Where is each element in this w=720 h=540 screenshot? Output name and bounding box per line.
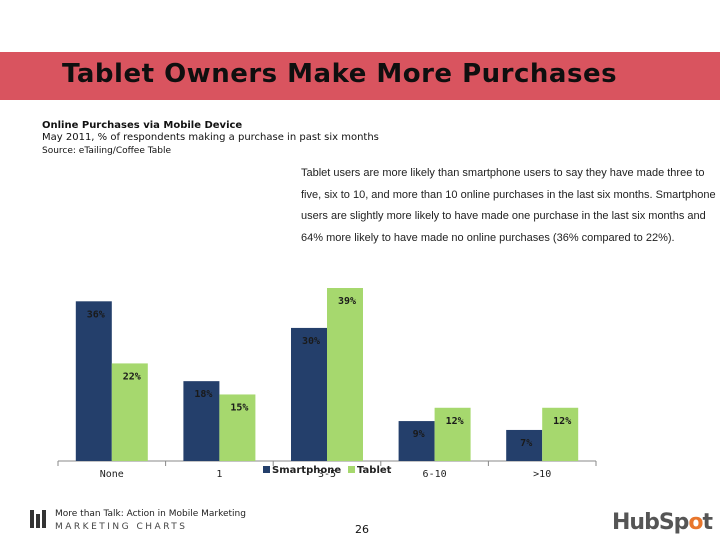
- data-label: 12%: [446, 416, 464, 427]
- chart-subtitle-2: May 2011, % of respondents making a purc…: [42, 132, 379, 143]
- data-label: 36%: [87, 309, 105, 320]
- hubspot-logo: HubSpot: [612, 510, 713, 535]
- data-label: 15%: [230, 402, 248, 413]
- category-label: >10: [533, 469, 551, 480]
- category-label: None: [100, 469, 124, 480]
- bar-smartphone-0: [75, 301, 112, 461]
- category-label: 1: [216, 469, 222, 480]
- data-label: 39%: [338, 296, 356, 307]
- footer-brand: MARKETING CHARTS: [55, 522, 188, 532]
- bar-smartphone-1: [183, 381, 220, 461]
- data-label: 18%: [194, 389, 212, 400]
- bar-tablet-1: [219, 394, 256, 461]
- bar-tablet-0: [111, 363, 148, 461]
- slide-title: Tablet Owners Make More Purchases: [62, 59, 618, 89]
- data-label: 12%: [553, 416, 571, 427]
- data-label: 22%: [123, 371, 141, 382]
- chart-subtitle: Online Purchases via Mobile Device: [42, 120, 243, 131]
- bar-smartphone-2: [291, 327, 327, 461]
- bar-tablet-3: [434, 407, 471, 461]
- bar-tablet-4: [542, 407, 579, 461]
- description-text: Tablet users are more likely than smartp…: [301, 167, 716, 244]
- marketing-charts-logo-icon: [30, 510, 50, 528]
- category-label: 3-5: [318, 469, 336, 480]
- page-number: 26: [355, 523, 369, 536]
- legend-swatch-smartphone: [263, 466, 270, 473]
- data-label: 9%: [413, 429, 425, 440]
- bar-smartphone-3: [398, 421, 435, 461]
- legend-swatch-tablet: [348, 466, 355, 473]
- footer-text: More than Talk: Action in Mobile Marketi…: [55, 509, 246, 519]
- category-label: 6-10: [423, 469, 447, 480]
- legend-label-smartphone: Smartphone: [272, 465, 341, 476]
- title-bar: [0, 52, 720, 100]
- data-label: 30%: [302, 336, 320, 347]
- legend-label-tablet: Tablet: [357, 465, 392, 476]
- data-label: 7%: [520, 438, 532, 449]
- bar-smartphone-4: [506, 429, 543, 461]
- bar-tablet-2: [327, 288, 363, 461]
- source-note: Source: eTailing/Coffee Table: [42, 146, 172, 156]
